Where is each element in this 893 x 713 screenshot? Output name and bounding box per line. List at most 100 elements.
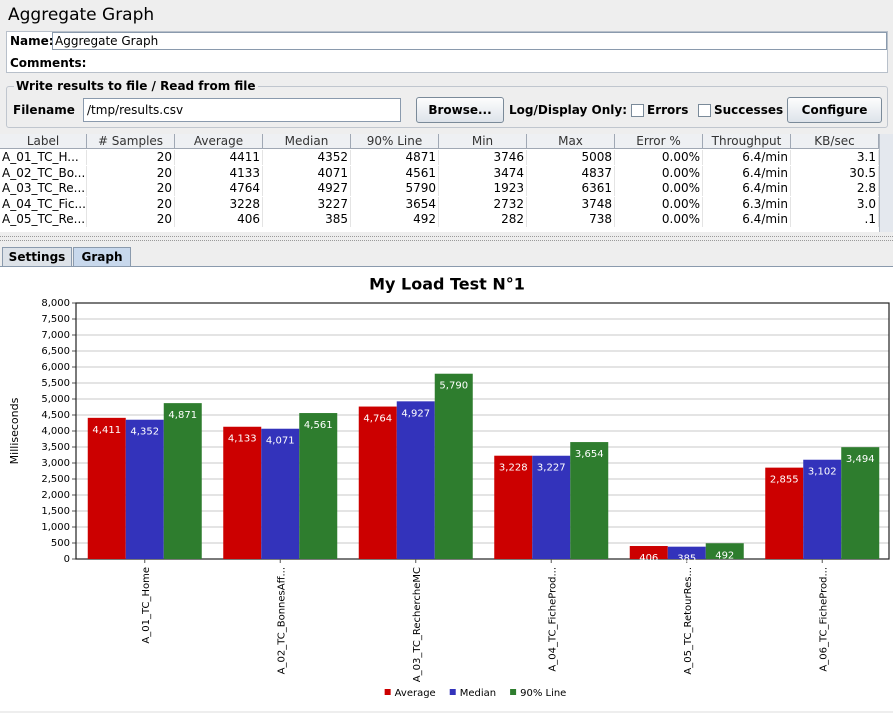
table-cell: 5790 — [351, 181, 439, 197]
table-cell: 406 — [175, 212, 263, 228]
table-cell: 4411 — [175, 150, 263, 165]
value-label: 4,764 — [363, 414, 392, 425]
bar — [629, 546, 668, 559]
table-cell: 6361 — [527, 181, 615, 197]
y-tick-label: 6,500 — [41, 346, 70, 357]
bar — [223, 426, 262, 559]
browse-button[interactable]: Browse... — [416, 97, 504, 123]
panel-title: Aggregate Graph — [8, 5, 155, 25]
table-cell: 1923 — [439, 181, 527, 197]
table-cell: 3746 — [439, 150, 527, 165]
table-cell: 0.00% — [615, 196, 703, 212]
value-label: 3,654 — [575, 449, 604, 460]
results-table: Label # Samples Average Median 90% Line Min Ma… — [0, 134, 879, 232]
successes-label[interactable]: Successes — [714, 103, 784, 117]
legend-swatch — [384, 689, 391, 695]
table-cell: 4837 — [527, 165, 615, 181]
bar — [163, 403, 202, 559]
table-cell: 20 — [87, 181, 175, 197]
filename-field[interactable]: /tmp/results.csv — [83, 98, 401, 122]
value-label: 3,494 — [846, 454, 875, 465]
splitter[interactable] — [0, 236, 893, 241]
legend-label: Average — [395, 688, 436, 699]
scrollbar[interactable] — [879, 134, 893, 232]
table-cell: 6.3/min — [703, 196, 791, 212]
bar — [125, 419, 164, 559]
file-group — [6, 86, 888, 128]
settings-tab[interactable]: Settings — [2, 247, 72, 267]
table-cell: 6.4/min — [703, 181, 791, 197]
table-cell: 385 — [263, 212, 351, 228]
table-cell: 30.5 — [791, 165, 879, 181]
name-field[interactable]: Aggregate Graph — [52, 32, 887, 50]
bar — [765, 467, 804, 559]
graph-tab[interactable]: Graph — [73, 247, 131, 267]
bar — [396, 401, 435, 559]
column-header: Average — [175, 134, 263, 149]
y-tick-label: 8,000 — [41, 298, 70, 309]
table-cell: 3227 — [263, 196, 351, 212]
table-cell: 6.4/min — [703, 212, 791, 228]
y-tick-label: 3,000 — [41, 458, 70, 469]
table-cell: 4927 — [263, 181, 351, 197]
table-cell: 5008 — [527, 150, 615, 165]
y-axis-label: Milliseconds — [8, 397, 21, 464]
bar — [803, 459, 842, 559]
value-label: 385 — [677, 554, 696, 565]
value-label: 3,102 — [808, 467, 837, 478]
comments-label: Comments: — [10, 56, 87, 70]
table-cell: A_03_TC_Re... — [2, 181, 87, 197]
bar — [841, 447, 880, 559]
bar — [705, 543, 744, 559]
value-label: 4,411 — [92, 425, 121, 436]
table-cell: 2.8 — [791, 181, 879, 197]
file-group-title: Write results to file / Read from file — [14, 79, 258, 93]
y-tick-label: 4,000 — [41, 426, 70, 437]
y-tick-label: 2,500 — [41, 474, 70, 485]
y-tick-label: 6,000 — [41, 362, 70, 373]
column-header: Error % — [615, 134, 703, 149]
value-label: 492 — [715, 550, 734, 561]
errors-label[interactable]: Errors — [647, 103, 689, 117]
bar — [358, 406, 397, 559]
x-tick-label: A_03_TC_RechercheMC — [412, 567, 423, 682]
chart: My Load Test N°1 Milliseconds 0 500 1,000 1… — [0, 266, 893, 711]
successes-checkbox[interactable] — [698, 104, 711, 117]
name-label: Name: — [10, 34, 54, 48]
bar — [434, 373, 473, 559]
y-tick-label: 7,000 — [41, 330, 70, 341]
legend-swatch — [510, 689, 517, 695]
configure-button[interactable]: Configure — [787, 97, 882, 123]
table-cell: 20 — [87, 196, 175, 212]
value-label: 4,927 — [401, 408, 430, 419]
table-cell: A_04_TC_Fic... — [2, 196, 87, 212]
column-header: # Samples — [87, 134, 175, 149]
y-tick-label: 7,500 — [41, 314, 70, 325]
x-tick-label: A_02_TC_BonnesAff... — [276, 567, 287, 674]
table-cell: 2732 — [439, 196, 527, 212]
table-cell: A_01_TC_H... — [0, 150, 87, 165]
table-cell: 4133 — [175, 165, 263, 181]
table-cell: 3.1 — [791, 150, 879, 165]
table-cell: 4561 — [351, 165, 439, 181]
table-cell: 4871 — [351, 150, 439, 165]
value-label: 5,790 — [439, 381, 468, 392]
plot-border — [75, 302, 890, 560]
value-label: 4,561 — [304, 420, 333, 431]
table-cell: 6.4/min — [703, 150, 791, 165]
column-header: Throughput — [703, 134, 791, 149]
bar — [494, 455, 533, 559]
y-tick-label: 1,000 — [41, 522, 70, 533]
bar — [667, 546, 706, 559]
column-header: Max — [527, 134, 615, 149]
errors-checkbox[interactable] — [631, 104, 644, 117]
y-tick-label: 5,000 — [41, 394, 70, 405]
table-cell: 3474 — [439, 165, 527, 181]
y-tick-label: 5,500 — [41, 378, 70, 389]
column-header: Label — [0, 134, 87, 149]
table-cell: 282 — [439, 212, 527, 228]
y-tick-label: 1,500 — [41, 506, 70, 517]
chart-title: My Load Test N°1 — [369, 275, 525, 294]
table-cell: A_05_TC_Re... — [2, 212, 87, 228]
